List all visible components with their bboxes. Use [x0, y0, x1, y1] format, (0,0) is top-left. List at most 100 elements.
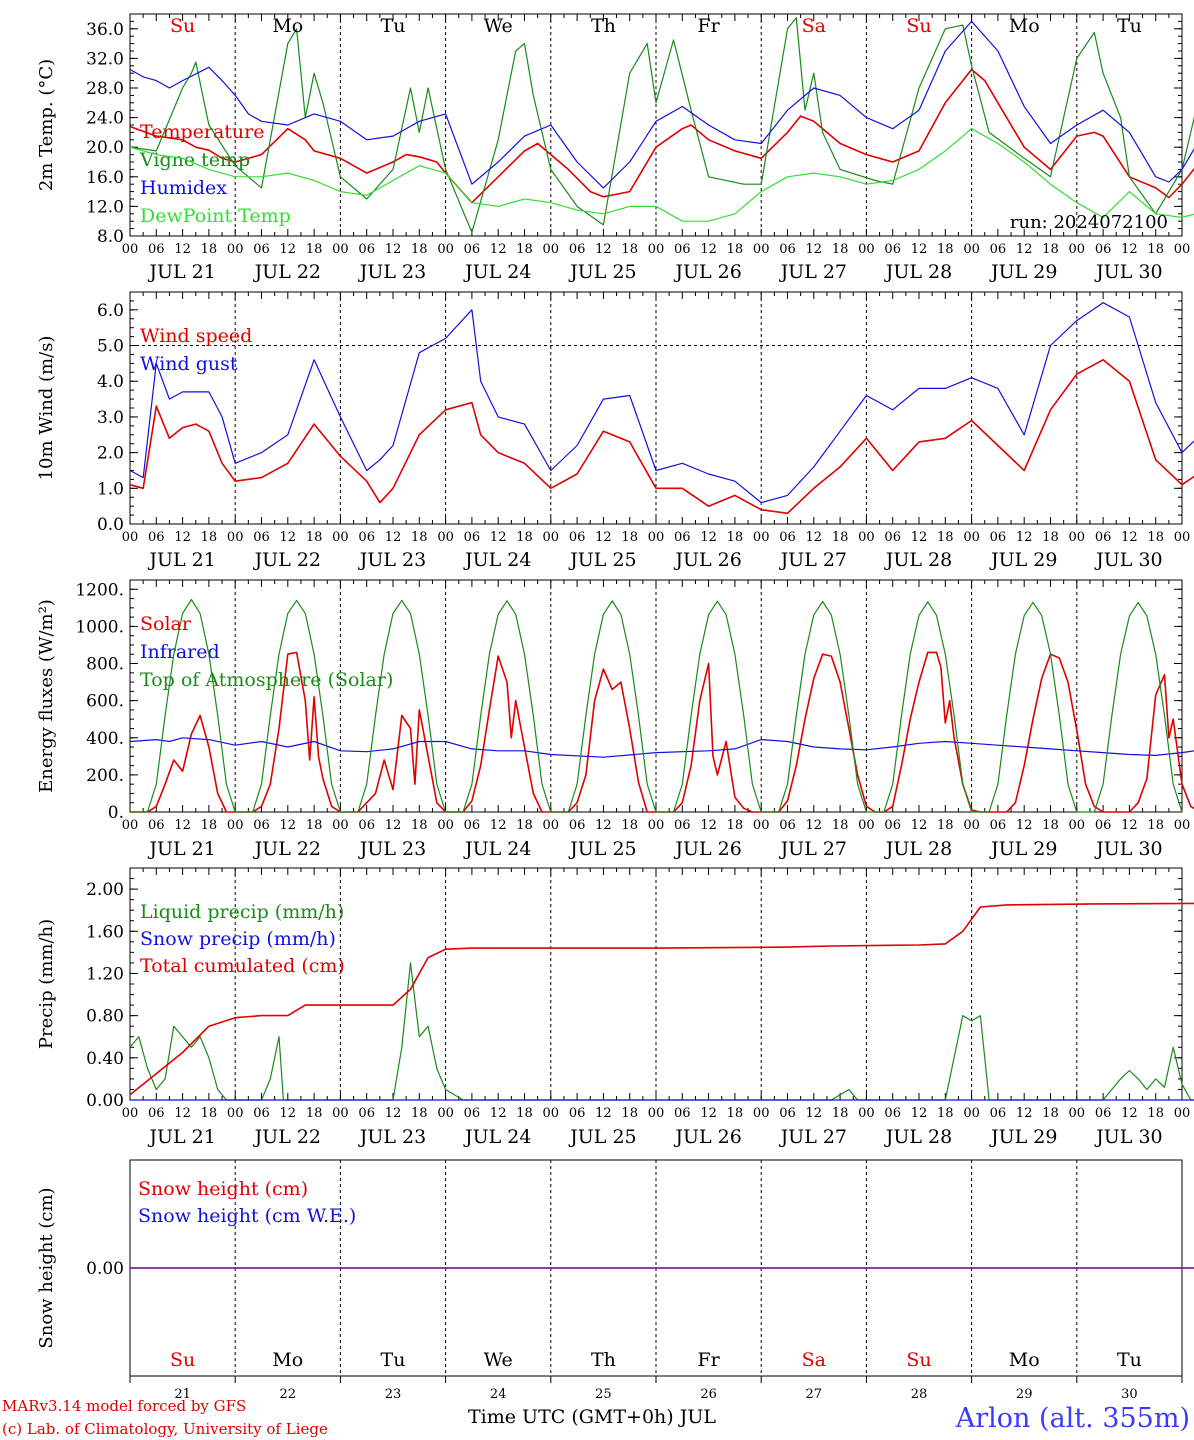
series-line-wind-gust — [129, 302, 1194, 504]
hour-label: 00 — [858, 818, 875, 833]
hour-label: 06 — [464, 242, 481, 257]
day-label: JUL 22 — [253, 549, 321, 571]
hour-label: 00 — [648, 242, 665, 257]
hour-label: 12 — [174, 530, 191, 545]
hour-label: 18 — [306, 242, 323, 257]
hour-label: 18 — [1147, 1106, 1164, 1121]
hour-label: 18 — [621, 530, 638, 545]
x-axis-label: Time UTC (GMT+0h) JUL — [468, 1406, 716, 1428]
series-line-dewpoint-temp — [129, 128, 1194, 222]
day-label: JUL 28 — [884, 549, 952, 571]
hour-label: 12 — [911, 242, 928, 257]
day-label: JUL 28 — [884, 838, 952, 860]
y-axis-label: 10m Wind (m/s) — [36, 336, 57, 481]
weekday-label: We — [484, 15, 513, 37]
hour-label: 06 — [253, 242, 270, 257]
hour-label: 00 — [437, 530, 454, 545]
panel-2: 00 06 12 18 00 06 12 18 00 06 12 18 00 06 12 18 00 06 12 18… — [36, 291, 1194, 571]
day-label: JUL 21 — [147, 1126, 215, 1148]
hour-label: 12 — [385, 242, 402, 257]
day-label: JUL 26 — [673, 1126, 741, 1148]
hour-label: 18 — [832, 818, 849, 833]
hour-label: 00 — [1069, 242, 1086, 257]
y-tick-label: 2.00 — [86, 880, 124, 900]
legend-entry: Wind gust — [140, 353, 238, 375]
hour-label: 18 — [411, 242, 428, 257]
day-label: JUL 23 — [358, 1126, 426, 1148]
legend-entry: DewPoint Temp — [140, 205, 291, 227]
day-label: JUL 30 — [1094, 1126, 1162, 1148]
hour-label: 06 — [990, 242, 1007, 257]
hour-label: 06 — [569, 530, 586, 545]
day-label: JUL 27 — [779, 261, 847, 283]
weekday-label: Su — [906, 15, 931, 37]
hour-label: 12 — [911, 818, 928, 833]
hour-label: 18 — [1042, 530, 1059, 545]
weekday-label: Th — [591, 1349, 616, 1371]
day-label: JUL 27 — [779, 838, 847, 860]
hour-label: 00 — [1174, 242, 1191, 257]
y-tick-label: 0. — [108, 803, 124, 823]
day-label: JUL 29 — [989, 549, 1057, 571]
hour-label: 18 — [727, 242, 744, 257]
weekday-label: Su — [906, 1349, 931, 1371]
weekday-label: Mo — [272, 1349, 303, 1371]
day-label: JUL 26 — [673, 261, 741, 283]
y-tick-label: 3.0 — [97, 408, 124, 428]
hour-label: 18 — [1147, 242, 1164, 257]
hour-label: 12 — [1016, 530, 1033, 545]
hour-label: 00 — [543, 818, 560, 833]
hour-label: 00 — [332, 818, 349, 833]
hour-label: 00 — [1069, 1106, 1086, 1121]
hour-label: 12 — [174, 818, 191, 833]
weekday-label: Su — [170, 1349, 195, 1371]
hour-label: 06 — [148, 242, 165, 257]
hour-label: 12 — [490, 818, 507, 833]
hour-label: 06 — [464, 818, 481, 833]
hour-label: 00 — [122, 1106, 139, 1121]
hour-label: 18 — [411, 818, 428, 833]
hour-label: 18 — [727, 530, 744, 545]
y-tick-label: 2.0 — [97, 444, 124, 464]
day-number: 24 — [490, 1387, 507, 1402]
hour-label: 12 — [595, 530, 612, 545]
series-line-vigne-temp — [129, 17, 1194, 233]
hour-label: 18 — [306, 818, 323, 833]
day-number: 27 — [806, 1387, 823, 1402]
hour-label: 00 — [648, 818, 665, 833]
legend-entry: Solar — [140, 613, 192, 635]
hour-label: 12 — [806, 242, 823, 257]
hour-label: 00 — [332, 530, 349, 545]
hour-label: 12 — [490, 1106, 507, 1121]
hour-label: 12 — [280, 530, 297, 545]
hour-label: 18 — [201, 818, 218, 833]
y-tick-label: 0.80 — [86, 1007, 124, 1027]
hour-label: 12 — [490, 530, 507, 545]
day-label: JUL 29 — [989, 1126, 1057, 1148]
day-label: JUL 22 — [253, 261, 321, 283]
y-tick-label: 36.0 — [86, 20, 124, 40]
hour-label: 00 — [1069, 530, 1086, 545]
series-line-infrared — [129, 737, 1194, 758]
hour-label: 12 — [1121, 1106, 1138, 1121]
y-tick-label: 20.0 — [86, 138, 124, 158]
hour-label: 18 — [201, 530, 218, 545]
hour-label: 18 — [937, 242, 954, 257]
weekday-label: Mo — [1009, 1349, 1040, 1371]
y-axis-label: 2m Temp. (°C) — [36, 59, 57, 191]
day-number: 22 — [280, 1387, 297, 1402]
hour-label: 06 — [884, 818, 901, 833]
hour-label: 18 — [1147, 818, 1164, 833]
hour-label: 00 — [437, 1106, 454, 1121]
hour-label: 06 — [1095, 1106, 1112, 1121]
hour-label: 00 — [332, 242, 349, 257]
weekday-label: Tu — [381, 15, 406, 37]
hour-label: 12 — [385, 818, 402, 833]
day-label: JUL 21 — [147, 549, 215, 571]
day-label: JUL 21 — [147, 261, 215, 283]
weekday-label: Su — [170, 15, 195, 37]
hour-label: 18 — [411, 1106, 428, 1121]
hour-label: 06 — [1095, 530, 1112, 545]
legend-entry: Snow height (cm W.E.) — [138, 1205, 356, 1227]
day-label: JUL 22 — [253, 1126, 321, 1148]
